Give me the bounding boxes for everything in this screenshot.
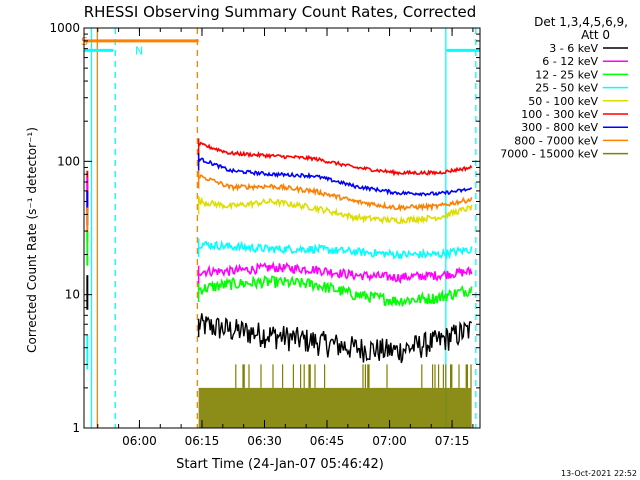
series-6 <box>197 152 473 197</box>
legend-label-2: 12 - 25 keV <box>535 68 598 81</box>
legend-label-3: 25 - 50 keV <box>535 82 598 95</box>
vertical-markers <box>90 28 477 428</box>
legend-label-7: 800 - 7000 keV <box>514 134 598 147</box>
series-lines <box>197 138 473 428</box>
x-axis: 06:00 06:15 06:30 06:45 07:00 07:15 <box>97 28 474 448</box>
series-line-4 <box>197 196 473 225</box>
legend-label-6: 300 - 800 keV <box>521 121 598 134</box>
x-tick-label-2: 06:30 <box>247 434 282 448</box>
series-line-6 <box>197 157 473 197</box>
series-band-8 <box>198 387 472 428</box>
series-line-2 <box>197 275 473 307</box>
y-axis: 1 10 100 1000 <box>49 21 480 435</box>
footer-timestamp: 13-Oct-2021 22:52 <box>561 469 637 478</box>
x-tick-label-1: 06:15 <box>185 434 220 448</box>
flag-label-1: N <box>135 44 143 57</box>
legend-label-1: 6 - 12 keV <box>542 55 598 68</box>
y-tick-label-0: 1 <box>72 421 80 435</box>
plot-frame <box>83 27 481 429</box>
series-8 <box>198 364 472 428</box>
series-line-3 <box>198 239 473 260</box>
series-line-5 <box>198 141 473 177</box>
y-axis-label: Corrected Count Rate (s⁻¹ detector⁻¹) <box>25 127 39 353</box>
y-tick-label-3: 1000 <box>49 21 80 35</box>
legend-label-8: 7000 - 15000 keV <box>500 148 598 161</box>
legend-header-line-2: Att 0 <box>581 28 610 42</box>
series-7 <box>197 170 473 213</box>
series-line-0 <box>197 313 473 364</box>
series-band-spikes-8 <box>235 364 472 388</box>
legend-label-0: 3 - 6 keV <box>549 42 598 55</box>
legend-header-line-1: Det 1,3,4,5,6,9, <box>534 15 628 29</box>
x-tick-label-0: 06:00 <box>122 434 157 448</box>
series-line-7 <box>198 174 473 213</box>
legend-label-5: 100 - 300 keV <box>521 108 598 121</box>
legend-label-4: 50 - 100 keV <box>528 95 598 108</box>
x-axis-label: Start Time (24-Jan-07 05:46:42) <box>176 457 384 472</box>
x-tick-label-5: 07:15 <box>435 434 470 448</box>
series-1 <box>197 260 473 285</box>
y-tick-label-1: 10 <box>65 288 80 302</box>
series-0 <box>197 313 473 364</box>
y-tick-label-2: 100 <box>57 154 80 168</box>
series-line-1 <box>198 260 473 285</box>
series-2 <box>197 275 473 307</box>
x-tick-label-3: 06:45 <box>310 434 345 448</box>
series-4 <box>197 195 473 225</box>
x-tick-label-4: 07:00 <box>372 434 407 448</box>
series-3 <box>197 238 473 260</box>
chart-title: RHESSI Observing Summary Count Rates, Co… <box>84 3 477 21</box>
